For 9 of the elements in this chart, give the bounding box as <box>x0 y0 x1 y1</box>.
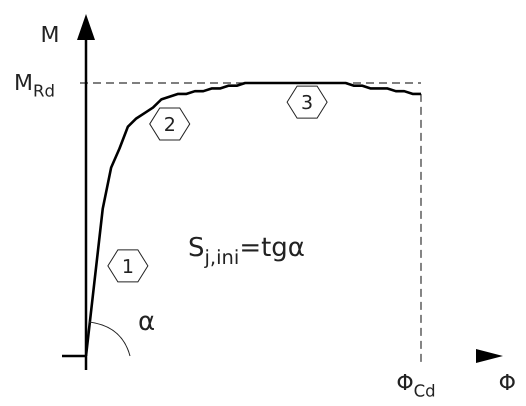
annotation: α <box>138 307 156 337</box>
annotation: S$_{j,ini}$=tgα <box>188 233 305 269</box>
annotation: 1 <box>122 256 134 278</box>
y-axis-title: M <box>40 23 60 48</box>
annotation: 2 <box>164 114 176 136</box>
x-axis-title: Φ <box>498 371 516 396</box>
text: Φ$_{Cd}$ <box>396 371 436 401</box>
text: M$_{Rd}$ <box>14 71 55 101</box>
annotation: 3 <box>301 92 314 114</box>
